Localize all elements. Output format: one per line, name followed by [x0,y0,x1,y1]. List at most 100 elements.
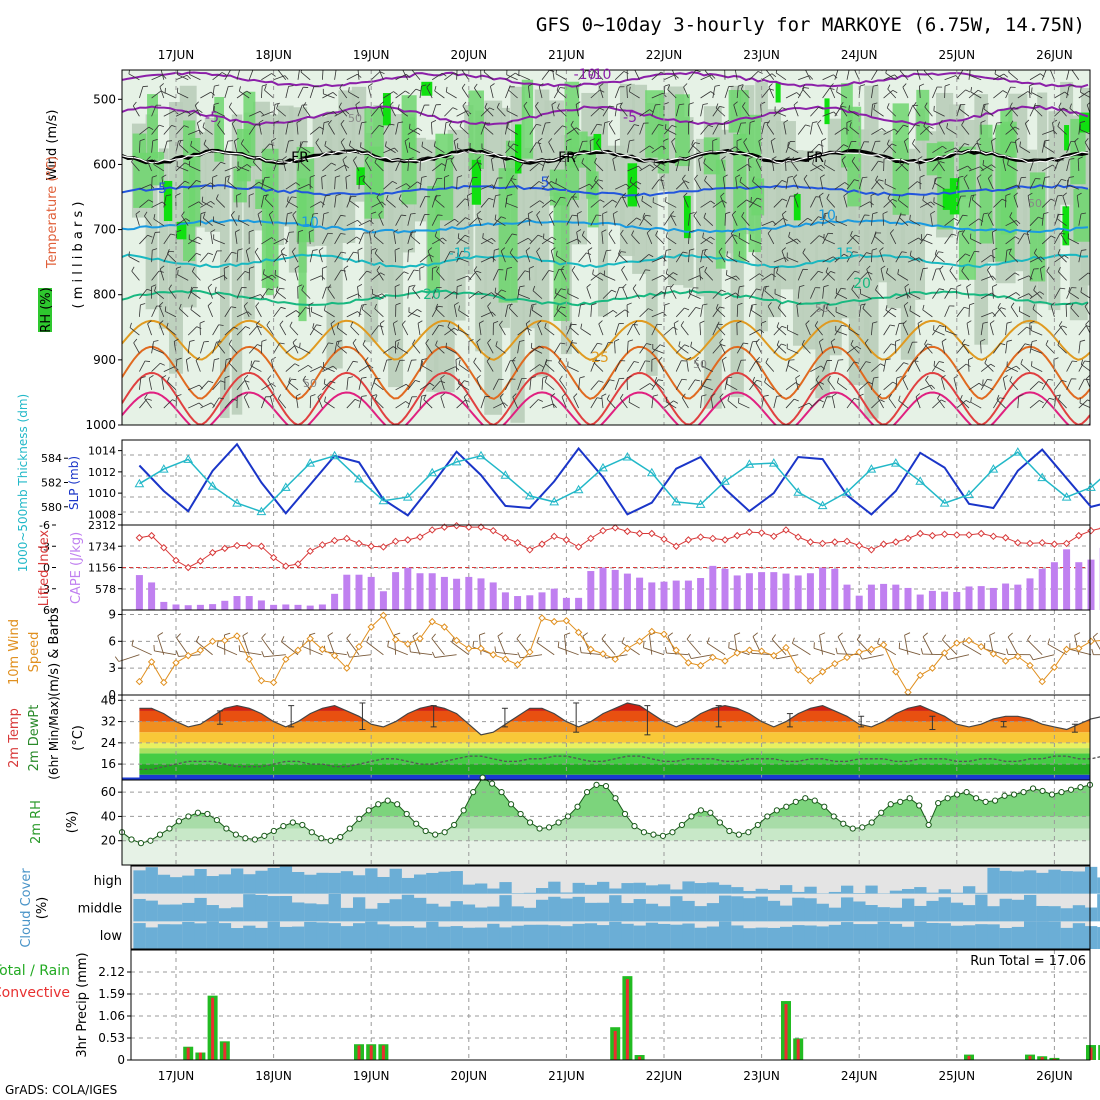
wind-barb [261,288,269,299]
wind-barb-flag [366,270,372,274]
wind-barb [151,362,161,372]
wind-barb-flag [353,251,359,254]
tick-label: 2.12 [98,965,125,979]
wind-barb [510,179,518,190]
upper-wind-barbs [128,67,1090,409]
wind-barb-flag [421,360,423,366]
wind-barb [531,309,543,318]
rh-marker [422,827,429,835]
wind-barb-flag [858,393,864,397]
wind-barb-flag [300,70,303,73]
wind-speed-marker [684,659,693,667]
wind-barb-flag [357,311,362,316]
tick-label: 582 [41,477,62,490]
wind-barb [188,129,200,135]
wind-barb [797,269,804,281]
wind-barb [217,343,226,354]
wind-barb-flag [336,67,341,68]
cloud-bar [548,896,561,922]
wind-barb-flag [667,84,671,90]
wind-barb [752,181,762,190]
wind-barb [444,159,448,172]
wind-barb-flag [1064,91,1069,96]
wind-barb [258,122,262,135]
rh-marker [460,807,467,814]
wind-barb-flag [686,356,692,361]
wind-barb-flag [210,229,216,233]
wind-barb-flag [665,196,667,202]
wind-barb-flag [746,199,752,203]
wind-barb-flag [909,214,911,220]
wind-barb [355,104,360,117]
wind-barb-flag [628,339,634,342]
wind-barb [207,287,213,299]
wind-speed-marker [452,636,461,645]
wind-barb-flag [529,266,534,269]
wind-barb [934,182,945,190]
cloud-bar [877,921,890,949]
tick-label: -3 [39,540,50,553]
wind-barb-flag [854,179,860,182]
wind-barb [131,645,152,656]
wind-barb [553,197,561,208]
wind-barb [453,305,457,317]
wind-barb-flag [765,357,769,363]
wind-barb [458,364,470,372]
wind-barb [419,382,431,391]
wind-barb [129,327,140,336]
wind-barb-flag [147,320,152,325]
wind-barb [139,304,141,317]
wind-barb [724,292,736,299]
wind-barb-flag [555,70,557,74]
cloud-bar [243,894,256,922]
wind-barb-flag [552,403,557,408]
cloud-bar [853,901,866,922]
wind-barb [261,73,272,81]
wind-barb-flag [914,124,920,127]
wind-barb [1066,287,1072,299]
wind-barb [274,274,286,281]
wind-barb [161,177,165,190]
wind-barb-flag [787,360,790,366]
wind-barb [829,86,836,99]
wind-barb-flag [575,101,581,105]
wind-barb-flag [207,302,212,307]
wind-barb-flag [445,86,448,92]
wind-barb-flag [853,397,860,401]
wind-barb-flag [865,361,871,364]
wind-barb-flag [756,288,762,291]
date-label-top: 25JUN [939,48,976,62]
wind-barb [492,250,495,263]
wind-barb-flag [1005,193,1011,196]
wind-barb-flag [1032,304,1035,310]
wind-barb-flag [1061,379,1067,383]
wind-speed-marker [196,646,205,654]
wind-barb [572,196,579,208]
wind-speed-marker [513,660,522,669]
wind-barb [352,342,360,354]
wind-barb-flag [186,74,191,80]
wind-barb [217,124,226,135]
wind-barb [694,360,701,372]
wind-barb-flag [872,248,878,251]
wind-barb-flag [963,174,968,179]
wind-barb-flag [128,251,130,257]
wind-barb-flag [323,378,326,384]
wind-barb [566,214,573,226]
rh-marker [792,798,799,805]
wind-barb [383,147,395,154]
rh-marker [441,829,448,836]
wind-barb-flag [818,270,824,274]
wind-barb-flag [893,128,899,133]
wind-barb-flag [464,380,470,383]
cloud-bar [426,872,439,894]
wind-barb [922,200,933,208]
wind-barb [982,384,994,391]
temp-band [139,710,1090,722]
rh-marker [640,829,648,836]
wind-barb-flag [231,251,237,254]
wind-barb-flag [1074,632,1081,636]
li-marker [404,536,412,544]
wind-barb-flag [743,138,748,143]
wind-barb [590,124,598,135]
